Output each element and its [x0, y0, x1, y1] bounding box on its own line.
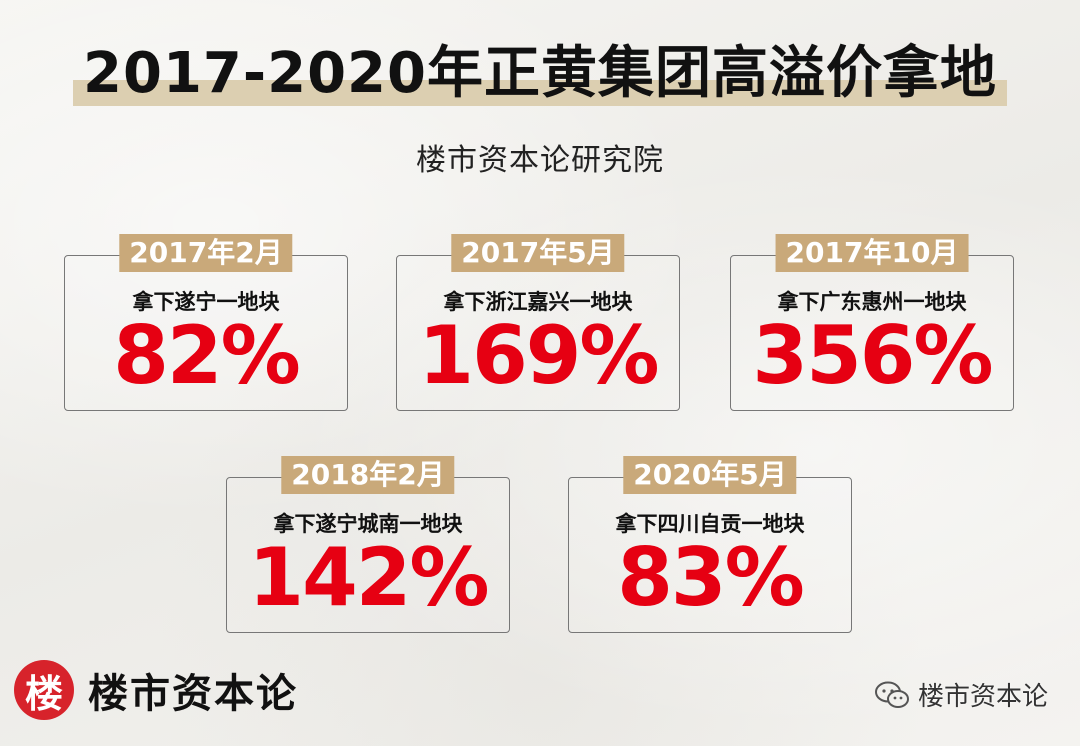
card-description: 拿下遂宁城南一地块 — [273, 512, 463, 536]
card-date-tag: 2020年5月 — [623, 456, 797, 494]
land-card: 2020年5月 拿下四川自贡一地块 83% — [568, 456, 852, 633]
card-description: 拿下遂宁一地块 — [132, 290, 280, 314]
land-card: 2017年2月 拿下遂宁一地块 82% — [64, 234, 348, 411]
card-date-tag: 2017年2月 — [119, 234, 293, 272]
page-subtitle: 楼市资本论研究院 — [416, 143, 664, 178]
land-card: 2017年10月 拿下广东惠州一地块 356% — [730, 234, 1014, 411]
card-date-tag: 2018年2月 — [281, 456, 455, 494]
page-title: 2017-2020年正黄集团高溢价拿地 — [83, 41, 997, 106]
land-card: 2017年5月 拿下浙江嘉兴一地块 169% — [396, 234, 680, 411]
premium-rate: 169% — [418, 309, 659, 402]
card-date-tag: 2017年10月 — [775, 234, 969, 272]
brand-name: 楼市资本论 — [88, 670, 298, 717]
card-description: 拿下浙江嘉兴一地块 — [443, 290, 633, 314]
card-description: 拿下四川自贡一地块 — [615, 512, 805, 536]
title-highlight: 2017-2020年正黄集团高溢价拿地 — [73, 38, 1007, 110]
card-date-tag: 2017年5月 — [451, 234, 625, 272]
premium-rate: 356% — [752, 309, 993, 402]
brand-logo-icon: 楼 — [14, 660, 74, 720]
brand-logo-area: 楼 楼市资本论 — [14, 660, 298, 720]
premium-rate: 82% — [113, 309, 300, 402]
land-card: 2018年2月 拿下遂宁城南一地块 142% — [226, 456, 510, 633]
title-area: 2017-2020年正黄集团高溢价拿地 — [0, 38, 1080, 110]
wechat-watermark: 楼市资本论 — [874, 676, 1048, 713]
card-description: 拿下广东惠州一地块 — [777, 290, 967, 314]
wechat-icon — [874, 681, 909, 708]
watermark-text: 楼市资本论 — [917, 682, 1048, 712]
premium-rate: 83% — [617, 531, 804, 624]
premium-rate: 142% — [248, 531, 489, 624]
